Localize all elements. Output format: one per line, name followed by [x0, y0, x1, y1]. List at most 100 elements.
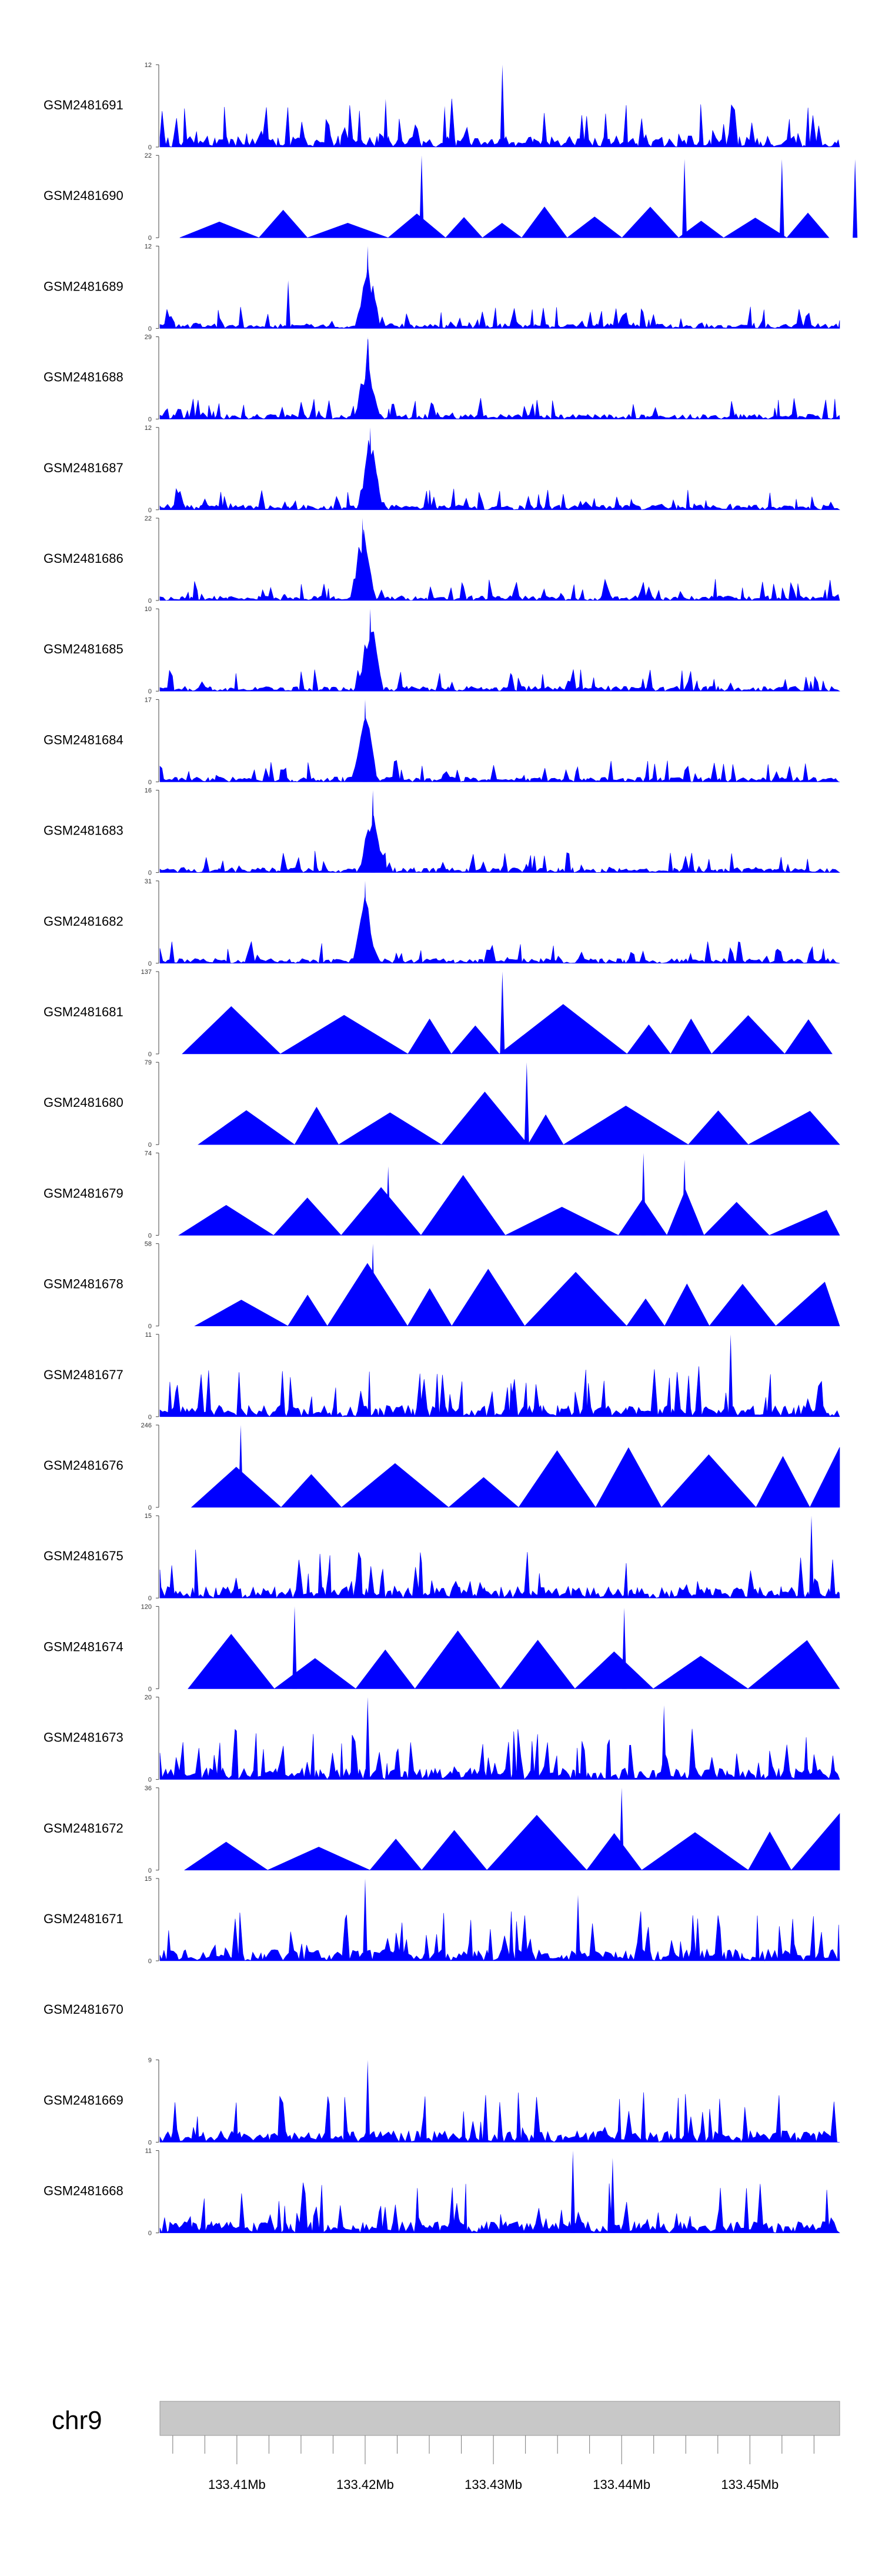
y-min-label: 0	[148, 2139, 152, 2146]
coverage-area	[159, 1366, 840, 1417]
coverage-area	[191, 1447, 840, 1508]
track-label: GSM2481678	[44, 1277, 123, 1292]
track-label: GSM2481674	[44, 1639, 123, 1654]
track-GSM2481684: GSM2481684 17 0	[44, 696, 840, 786]
y-max-label: 10	[145, 606, 152, 613]
track-label: GSM2481686	[44, 551, 123, 566]
y-min-label: 0	[148, 507, 152, 514]
track-label: GSM2481682	[44, 914, 123, 929]
coverage-peak	[610, 2158, 615, 2233]
y-min-label: 0	[148, 235, 152, 242]
x-tick-label: 133.41Mb	[208, 2477, 266, 2492]
y-max-label: 11	[145, 2148, 152, 2155]
track-GSM2481670: GSM2481670	[44, 2002, 123, 2017]
coverage-peak	[370, 790, 376, 873]
coverage-area	[159, 265, 840, 329]
coverage-peak	[365, 246, 370, 329]
track-label: GSM2481673	[44, 1730, 123, 1745]
x-axis: 133.41Mb 133.42Mb 133.43Mb 133.44Mb 133.45Mb	[172, 2435, 814, 2492]
x-tick-label: 133.42Mb	[336, 2477, 394, 2492]
y-max-label: 9	[148, 2057, 152, 2064]
coverage-area	[179, 206, 830, 238]
coverage-peak	[576, 1895, 580, 1961]
y-min-label: 0	[148, 2230, 152, 2237]
coverage-peak	[500, 972, 505, 1054]
track-GSM2481689: GSM2481689 12 0	[44, 243, 840, 332]
y-min-label: 0	[148, 1595, 152, 1602]
track-GSM2481668: GSM2481668 11 0	[44, 2148, 840, 2237]
track-GSM2481682: GSM2481682 31 0	[44, 878, 840, 967]
track-GSM2481679: GSM2481679 74 0	[44, 1150, 840, 1239]
track-GSM2481691: GSM2481691 12 0	[44, 62, 840, 151]
track-GSM2481686: GSM2481686 22 0	[44, 515, 840, 605]
coverage-area	[159, 718, 840, 782]
y-max-label: 36	[145, 1785, 152, 1792]
coverage-peak	[419, 155, 424, 238]
track-label: GSM2481688	[44, 370, 123, 385]
track-GSM2481674: GSM2481674 120 0	[44, 1603, 840, 1693]
chromosome-band	[159, 2401, 840, 2436]
y-min-label: 0	[148, 688, 152, 695]
track-label: GSM2481676	[44, 1458, 123, 1473]
coverage-peak	[779, 159, 784, 238]
coverage-peak	[622, 1607, 627, 1689]
y-min-label: 0	[148, 1051, 152, 1058]
coverage-peak	[442, 106, 447, 147]
y-max-label: 16	[145, 788, 152, 795]
track-GSM2481680: GSM2481680 79 0	[44, 1059, 840, 1149]
coverage-area	[159, 2092, 840, 2143]
y-max-label: 31	[145, 878, 152, 885]
track-GSM2481685: GSM2481685 10 0	[44, 606, 841, 695]
coverage-area	[188, 1630, 840, 1689]
coverage-peak	[238, 1425, 243, 1507]
y-min-label: 0	[148, 1777, 152, 1784]
coverage-area	[159, 815, 840, 873]
track-GSM2481675: GSM2481675 15 0	[44, 1513, 840, 1602]
y-min-label: 0	[148, 1958, 152, 1965]
x-tick-label: 133.45Mb	[721, 2477, 779, 2492]
track-GSM2481669: GSM2481669 9 0	[44, 2057, 840, 2146]
coverage-peak	[853, 159, 858, 238]
y-max-label: 12	[145, 243, 152, 250]
y-max-label: 79	[145, 1059, 152, 1066]
coverage-area	[194, 1263, 840, 1327]
coverage-peak	[662, 1705, 667, 1780]
coverage-area	[159, 631, 841, 692]
track-label: GSM2481687	[44, 461, 123, 475]
coverage-peak	[286, 280, 291, 329]
y-max-label: 20	[145, 1694, 152, 1701]
track-label: GSM2481677	[44, 1367, 123, 1382]
coverage-tracks: GSM2481691120GSM2481690220GSM2481689120G…	[44, 62, 858, 2237]
y-max-label: 15	[145, 1876, 152, 1883]
track-GSM2481673: GSM2481673 20 0	[44, 1694, 840, 1784]
track-GSM2481676: GSM2481676 246 0	[44, 1422, 840, 1511]
coverage-peak	[363, 880, 368, 963]
track-label: GSM2481685	[44, 642, 123, 656]
y-min-label: 0	[148, 1414, 152, 1421]
coverage-peak	[524, 1062, 529, 1145]
y-max-label: 12	[145, 425, 152, 432]
track-GSM2481672: GSM2481672 36 0	[44, 1785, 840, 1874]
coverage-peak	[292, 1606, 297, 1689]
coverage-peak	[728, 1334, 733, 1417]
y-max-label: 17	[145, 696, 152, 703]
y-min-label: 0	[148, 1867, 152, 1874]
coverage-area	[159, 897, 840, 964]
y-max-label: 120	[141, 1603, 152, 1610]
coverage-area	[182, 1004, 833, 1055]
track-GSM2481683: GSM2481683 16 0	[44, 788, 840, 877]
chromosome-label: chr9	[52, 2406, 102, 2435]
track-GSM2481681: GSM2481681 137 0	[44, 969, 833, 1058]
y-max-label: 11	[145, 1332, 152, 1339]
y-max-label: 22	[145, 515, 152, 522]
x-tick-label: 133.44Mb	[593, 2477, 650, 2492]
coverage-area	[159, 339, 840, 420]
coverage-peak	[619, 1787, 624, 1870]
track-label: GSM2481691	[44, 98, 123, 112]
track-label: GSM2481690	[44, 188, 123, 203]
coverage-peak	[368, 609, 373, 692]
y-min-label: 0	[148, 1232, 152, 1239]
y-max-label: 22	[145, 152, 152, 159]
y-min-label: 0	[148, 960, 152, 967]
